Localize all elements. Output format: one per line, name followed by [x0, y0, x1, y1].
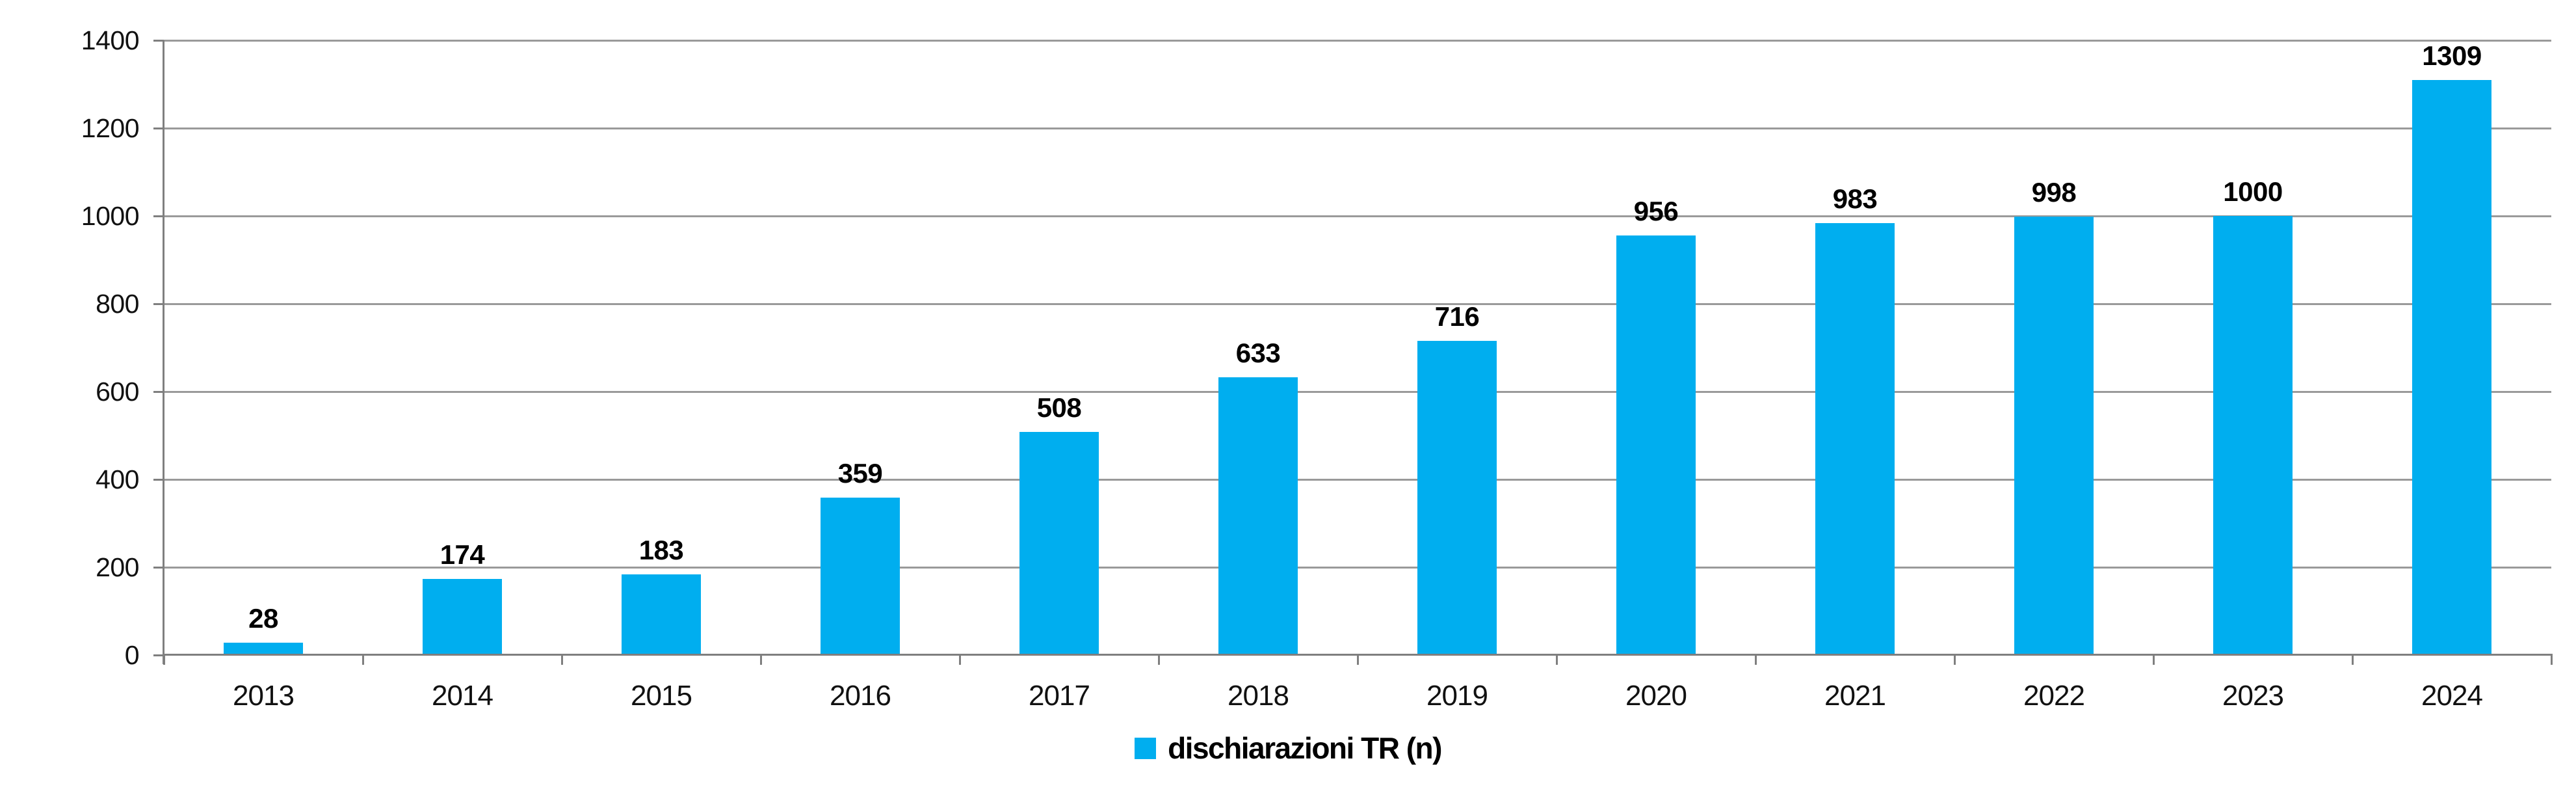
- x-tick-10: [2152, 655, 2155, 665]
- y-tick-0: [153, 654, 164, 656]
- gridline-1200: [164, 127, 2551, 129]
- bar-2013: [224, 643, 303, 655]
- gridline-800: [164, 302, 2551, 305]
- x-tick-0: [163, 655, 165, 665]
- bar-2021: [1815, 223, 1895, 655]
- y-tick-label-0: 0: [124, 640, 140, 670]
- y-tick-1400: [153, 39, 164, 42]
- x-tick-12: [2550, 655, 2553, 665]
- bar-2019: [1417, 340, 1497, 655]
- bar-2014: [423, 578, 502, 655]
- x-tick-6: [1356, 655, 1359, 665]
- y-tick-label-1200: 1200: [81, 113, 140, 143]
- bar-2020: [1616, 235, 1696, 655]
- bar-2024: [2412, 80, 2491, 655]
- x-tick-1: [361, 655, 364, 665]
- data-label-2024: 1309: [2422, 40, 2482, 72]
- y-tick-label-200: 200: [96, 552, 139, 582]
- y-tick-label-600: 600: [96, 377, 139, 407]
- x-tick-label-2019: 2019: [1426, 680, 1488, 712]
- y-tick-200: [153, 566, 164, 569]
- x-axis-line: [163, 654, 2553, 656]
- data-label-2016: 359: [837, 457, 883, 489]
- bar-2018: [1218, 377, 1298, 655]
- x-tick-label-2022: 2022: [2023, 680, 2085, 712]
- data-label-2020: 956: [1633, 195, 1679, 226]
- data-label-2017: 508: [1036, 392, 1082, 423]
- bar-2023: [2213, 216, 2293, 655]
- gridline-200: [164, 566, 2551, 569]
- x-tick-11: [2351, 655, 2354, 665]
- bar-2017: [1019, 432, 1099, 655]
- x-tick-label-2017: 2017: [1029, 680, 1090, 712]
- x-tick-label-2013: 2013: [233, 680, 295, 712]
- x-tick-label-2021: 2021: [1824, 680, 1886, 712]
- data-label-2022: 998: [2031, 177, 2077, 208]
- y-tick-400: [153, 478, 164, 481]
- y-tick-label-1000: 1000: [81, 201, 140, 231]
- plot-area: 28 174 183 359 508 633 716 956 983 998 1000 1309: [164, 39, 2551, 655]
- x-tick-label-2014: 2014: [432, 680, 493, 712]
- data-label-2013: 28: [248, 603, 278, 634]
- gridline-400: [164, 478, 2551, 481]
- y-tick-800: [153, 302, 164, 305]
- x-tick-label-2015: 2015: [631, 680, 692, 712]
- data-label-2021: 983: [1832, 183, 1878, 215]
- data-label-2014: 174: [440, 539, 485, 570]
- bar-2022: [2014, 217, 2094, 655]
- gridline-1400: [164, 39, 2551, 42]
- y-tick-1000: [153, 215, 164, 217]
- x-tick-4: [958, 655, 961, 665]
- bar-2015: [622, 574, 701, 655]
- y-axis-line: [163, 40, 164, 664]
- x-tick-7: [1555, 655, 1558, 665]
- x-tick-label-2018: 2018: [1228, 680, 1289, 712]
- data-label-2019: 716: [1434, 301, 1480, 332]
- gridline-1000: [164, 215, 2551, 217]
- gridline-600: [164, 390, 2551, 393]
- y-tick-600: [153, 390, 164, 393]
- legend-label: dischiarazioni TR (n): [1168, 731, 1442, 765]
- y-tick-label-1400: 1400: [81, 25, 140, 55]
- x-tick-8: [1754, 655, 1757, 665]
- data-label-2018: 633: [1235, 337, 1281, 368]
- x-tick-5: [1157, 655, 1160, 665]
- x-tick-label-2023: 2023: [2222, 680, 2284, 712]
- x-tick-label-2016: 2016: [830, 680, 891, 712]
- x-tick-label-2020: 2020: [1625, 680, 1687, 712]
- y-tick-1200: [153, 127, 164, 129]
- data-label-2015: 183: [638, 535, 684, 566]
- x-tick-2: [560, 655, 563, 665]
- y-tick-label-800: 800: [96, 289, 139, 319]
- y-tick-label-400: 400: [96, 464, 139, 494]
- data-label-2023: 1000: [2223, 176, 2283, 207]
- x-tick-9: [1953, 655, 1956, 665]
- legend-swatch-icon: [1135, 737, 1157, 759]
- x-tick-3: [759, 655, 762, 665]
- legend: dischiarazioni TR (n): [0, 731, 2576, 765]
- bar-2016: [821, 497, 900, 655]
- x-tick-label-2024: 2024: [2421, 680, 2483, 712]
